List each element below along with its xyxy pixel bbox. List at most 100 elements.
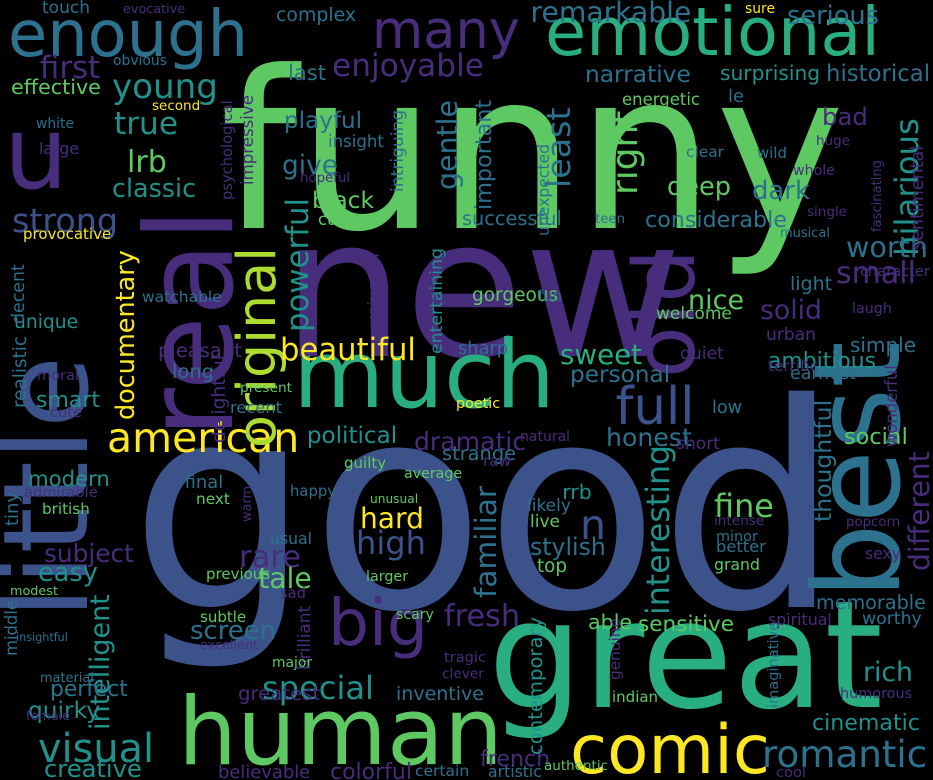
word-complex: complex — [276, 3, 357, 26]
word-modern: modern — [28, 466, 110, 492]
word-wonderful: wonderful — [881, 365, 901, 447]
word-authentic: authentic — [544, 758, 609, 775]
word-sure: sure — [745, 1, 775, 18]
word-universal: universal — [364, 253, 384, 325]
word-beautiful: beautiful — [280, 332, 416, 368]
word-raw: raw — [483, 452, 511, 471]
word-funny: funny — [220, 24, 846, 281]
word-serious: serious — [787, 1, 879, 32]
word-character: character — [860, 262, 930, 280]
word-american: american — [107, 413, 300, 462]
word-classic: classic — [112, 173, 197, 204]
word-first: first — [39, 49, 101, 86]
word-huge: huge — [816, 133, 850, 150]
word-important: important — [470, 99, 497, 210]
word-colorful: colorful — [330, 759, 412, 780]
word-provocative: provocative — [23, 224, 112, 243]
word-special: special — [262, 668, 374, 707]
word-genuine: genuine — [606, 618, 625, 680]
word-energetic: energetic — [622, 89, 701, 109]
word-nice: nice — [688, 284, 745, 316]
word-smart: smart — [36, 388, 101, 413]
word-happy: happy — [290, 482, 336, 500]
word-fun: fun — [538, 287, 562, 305]
word-intriguing: intriguing — [388, 109, 409, 192]
word-sensitive: sensitive — [638, 612, 735, 638]
word-remarkable: remarkable — [530, 0, 692, 29]
word-full: full — [615, 377, 695, 438]
word-teen: teen — [595, 212, 626, 228]
word-many: many — [372, 0, 520, 61]
word-sweet: sweet — [560, 338, 642, 372]
word-single: single — [807, 204, 847, 221]
word-spiritual: spiritual — [768, 610, 832, 630]
word-interesting: interesting — [641, 444, 678, 615]
word-screen: screen — [190, 616, 277, 647]
word-intense: intense — [714, 513, 765, 530]
word-fine: fine — [714, 487, 774, 526]
word-true: true — [114, 106, 179, 143]
word-british: british — [42, 500, 90, 519]
word-playful: playful — [284, 108, 363, 135]
word-minor: minor — [716, 528, 758, 545]
word-live: live — [530, 512, 560, 533]
word-previous: previous — [206, 564, 271, 583]
word-obvious: obvious — [113, 53, 167, 70]
word-dark: dark — [752, 176, 810, 207]
word-able: able — [588, 609, 633, 634]
word-worthy: worthy — [862, 609, 922, 630]
word-surprising: surprising — [720, 60, 821, 85]
word-emotional: emotional — [545, 0, 880, 72]
word-subtle: subtle — [200, 607, 247, 626]
word-subject: subject — [44, 538, 134, 568]
word-give: give — [282, 149, 338, 181]
word-hopeful: hopeful — [300, 171, 350, 187]
word-strange: strange — [442, 442, 517, 466]
word-middle: middle — [1, 600, 21, 656]
word-rich: rich — [863, 656, 913, 688]
word-laugh: laugh — [852, 300, 892, 317]
word-gentle: gentle — [430, 100, 464, 190]
word-entertaining: entertaining — [427, 248, 448, 354]
word-familiar: familiar — [469, 486, 504, 598]
word-watchable: watchable — [142, 288, 222, 307]
word-quirky: quirky — [28, 697, 101, 725]
word-rrb: rrb — [562, 479, 592, 504]
word-quiet: quiet — [680, 344, 724, 365]
word-bad: bad — [822, 101, 868, 131]
word-fascinating: fascinating — [870, 160, 886, 232]
word-enjoyable: enjoyable — [332, 48, 484, 85]
word-much: much — [293, 321, 556, 431]
word-fresh: fresh — [444, 598, 521, 634]
word-believable: believable — [218, 762, 311, 780]
word-popcorn: popcorn — [846, 515, 901, 531]
word-tiny: tiny — [2, 492, 24, 526]
word-narrative: narrative — [585, 61, 691, 89]
word-inventive: inventive — [396, 683, 484, 706]
word-simple: simple — [850, 333, 917, 357]
word-hard: hard — [360, 501, 424, 535]
word-light: light — [790, 272, 833, 295]
word-modest: modest — [10, 583, 58, 599]
word-sad: sad — [280, 584, 306, 602]
word-terrific: terrific — [768, 357, 819, 376]
word-grand: grand — [714, 555, 760, 575]
word-good: good — [130, 343, 841, 675]
word-dramatic: dramatic — [414, 427, 527, 457]
word-memorable: memorable — [816, 591, 926, 615]
word-unique: unique — [14, 311, 79, 333]
word-ambitious: ambitious — [768, 349, 877, 375]
word-earnest: earnest — [790, 364, 856, 385]
word-thoughtful: thoughtful — [809, 399, 838, 522]
word-n: n — [580, 501, 606, 550]
word-white: white — [36, 116, 75, 133]
word-young: young — [112, 66, 218, 107]
word-creative: creative — [44, 755, 142, 780]
word-powerful: powerful — [279, 197, 316, 332]
word-poetic: poetic — [456, 395, 501, 412]
word-touch: touch — [42, 0, 90, 19]
word-musical: musical — [780, 225, 831, 241]
word-whole: whole — [793, 162, 835, 179]
word-scary: scary — [396, 606, 434, 623]
